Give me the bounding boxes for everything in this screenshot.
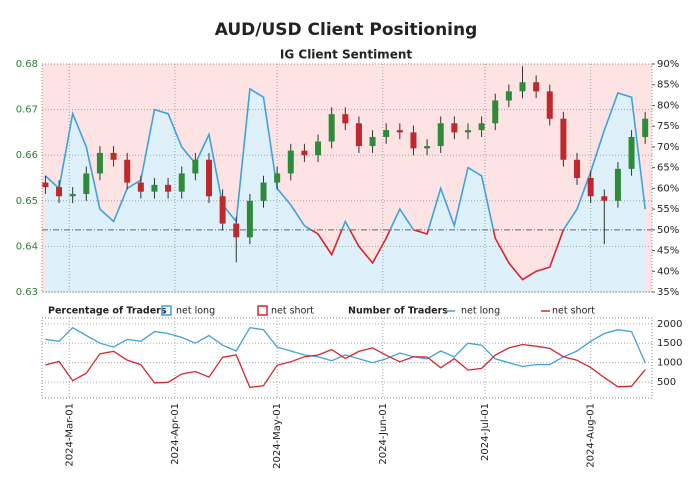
y2-tick-label: 45% [657, 246, 679, 257]
x-tick-label: 2024-May-01 [272, 403, 283, 469]
candle-body [369, 136, 376, 147]
candle-body [260, 182, 267, 201]
candle-body [342, 114, 349, 124]
candle-body [301, 150, 308, 156]
y2-tick-label: 55% [657, 204, 679, 215]
legend-title: Percentage of Traders [48, 306, 167, 317]
candle-body [137, 182, 144, 192]
legend-label: net short [271, 306, 314, 317]
candle-body [110, 152, 117, 160]
candle-body [124, 159, 131, 183]
y-tick-label: 500 [657, 377, 676, 388]
candle-body [642, 118, 649, 137]
candle-body [56, 187, 63, 197]
candle-body [165, 184, 172, 192]
y-tick-label: 1500 [657, 338, 682, 349]
y-tick-label: 0.67 [16, 105, 38, 116]
candle-body [560, 118, 567, 160]
candle-body [601, 196, 608, 201]
legend-label: net long [461, 306, 500, 317]
candle-body [287, 150, 294, 174]
plot-border [41, 63, 653, 293]
series-line [45, 326, 646, 368]
net-long-line-below [309, 229, 565, 281]
candle-body [451, 123, 458, 133]
candle-body [396, 130, 403, 133]
net-long-line [44, 87, 646, 230]
candle-body [151, 184, 158, 192]
candle-body [205, 159, 212, 197]
x-tick-label: 2024-Mar-01 [64, 403, 75, 467]
candle-body [478, 123, 485, 131]
candle-body [492, 100, 499, 124]
candle-body [246, 200, 253, 238]
candle-body [546, 91, 553, 119]
y2-tick-label: 60% [657, 183, 679, 194]
candle-body [410, 132, 417, 149]
candle-body [505, 91, 512, 101]
x-tick-label: 2024-Jun-01 [378, 403, 389, 465]
candle-body [178, 173, 185, 192]
candle-body [614, 168, 621, 201]
legend-title: Number of Traders [348, 306, 448, 317]
y2-tick-label: 80% [657, 100, 679, 111]
x-tick-label: 2024-Aug-01 [586, 403, 597, 468]
legend-label: net long [176, 306, 215, 317]
y-tick-label: 0.63 [16, 287, 38, 298]
candle-body [519, 82, 526, 92]
candle-body [574, 159, 581, 178]
candle-body [219, 196, 226, 224]
legend-label: net short [552, 306, 595, 317]
chart-subtitle: IG Client Sentiment [280, 48, 412, 62]
y2-tick-label: 35% [657, 287, 679, 298]
candle-body [192, 159, 199, 174]
legend-swatch [257, 305, 268, 316]
candle-body [437, 123, 444, 147]
candle-body [533, 82, 540, 92]
y2-tick-label: 90% [657, 59, 679, 70]
candle-body [628, 136, 635, 169]
x-tick-label: 2024-Apr-01 [170, 403, 181, 465]
net-long-area [45, 88, 646, 293]
candle-body [328, 114, 335, 142]
y2-tick-label: 50% [657, 225, 679, 236]
y-tick-label: 0.68 [16, 59, 38, 70]
chart-title: AUD/USD Client Positioning [215, 20, 478, 40]
candle-body [315, 141, 322, 156]
candle-body [69, 193, 76, 197]
y-tick-label: 0.65 [16, 196, 38, 207]
y-tick-label: 0.64 [16, 241, 38, 252]
candle-body [587, 178, 594, 197]
candle-body [464, 130, 471, 133]
y-tick-label: 0.66 [16, 150, 38, 161]
legend-swatch [161, 305, 172, 316]
series-line [45, 343, 646, 389]
candle-body [383, 130, 390, 137]
y-tick-label: 2000 [657, 319, 682, 330]
candle-body [42, 182, 49, 188]
candle-body [355, 123, 362, 147]
y2-tick-label: 40% [657, 266, 679, 277]
x-tick-label: 2024-Jul-01 [480, 403, 491, 461]
candle-body [96, 152, 103, 174]
candle-body [83, 173, 90, 194]
y2-tick-label: 85% [657, 80, 679, 91]
y-tick-label: 1000 [657, 358, 682, 369]
candle-body [424, 146, 431, 149]
y2-tick-label: 70% [657, 142, 679, 153]
y2-tick-label: 65% [657, 163, 679, 174]
y2-tick-label: 75% [657, 121, 679, 132]
candle-body [274, 173, 281, 183]
candle-body [233, 223, 240, 238]
